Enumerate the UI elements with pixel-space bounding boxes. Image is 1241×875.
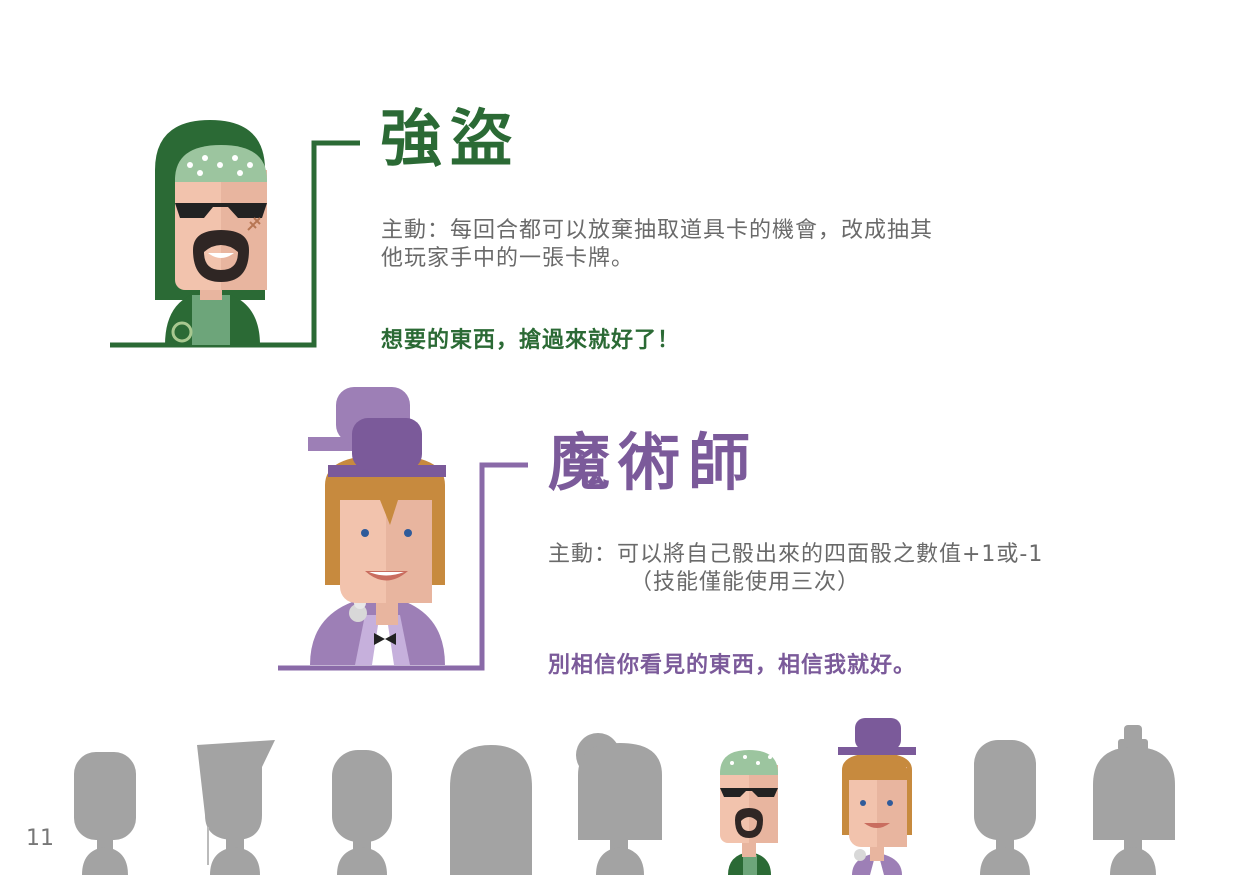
character-silhouette-icon [1093, 725, 1175, 875]
magician-description-line2: （技能僅能使用三次） [630, 570, 861, 595]
magician-description-line1: 主動：可以將自己骰出來的四面骰之數值+1或-1 [548, 542, 1044, 567]
character-lineup [74, 718, 1175, 875]
magician-quote: 別相信你看見的東西，相信我就好。 [548, 653, 917, 678]
magician-description: 主動：可以將自己骰出來的四面骰之數值+1或-1 （技能僅能使用三次） [548, 541, 1148, 597]
robber-description-line2: 他玩家手中的一張卡牌。 [381, 246, 635, 271]
character-silhouette-icon [576, 733, 662, 875]
mini-magician-icon [838, 718, 916, 875]
robber-title: 強盜 [380, 102, 521, 175]
magician-title: 魔術師 [548, 426, 759, 499]
character-silhouette-icon [450, 745, 532, 875]
mini-robber-icon [720, 750, 778, 875]
robber-quote: 想要的東西，搶過來就好了！ [381, 328, 681, 353]
character-silhouette-icon [74, 752, 136, 875]
robber-avatar-icon [110, 120, 360, 348]
character-silhouette-icon [197, 740, 275, 875]
magician-avatar-icon [278, 387, 528, 671]
robber-description: 主動：每回合都可以放棄抽取道具卡的機會，改成抽其 他玩家手中的一張卡牌。 [381, 217, 1041, 273]
character-silhouette-icon [332, 750, 392, 875]
character-silhouette-icon [974, 740, 1036, 875]
robber-description-line1: 主動：每回合都可以放棄抽取道具卡的機會，改成抽其 [381, 218, 934, 243]
page-number: 11 [26, 826, 54, 851]
